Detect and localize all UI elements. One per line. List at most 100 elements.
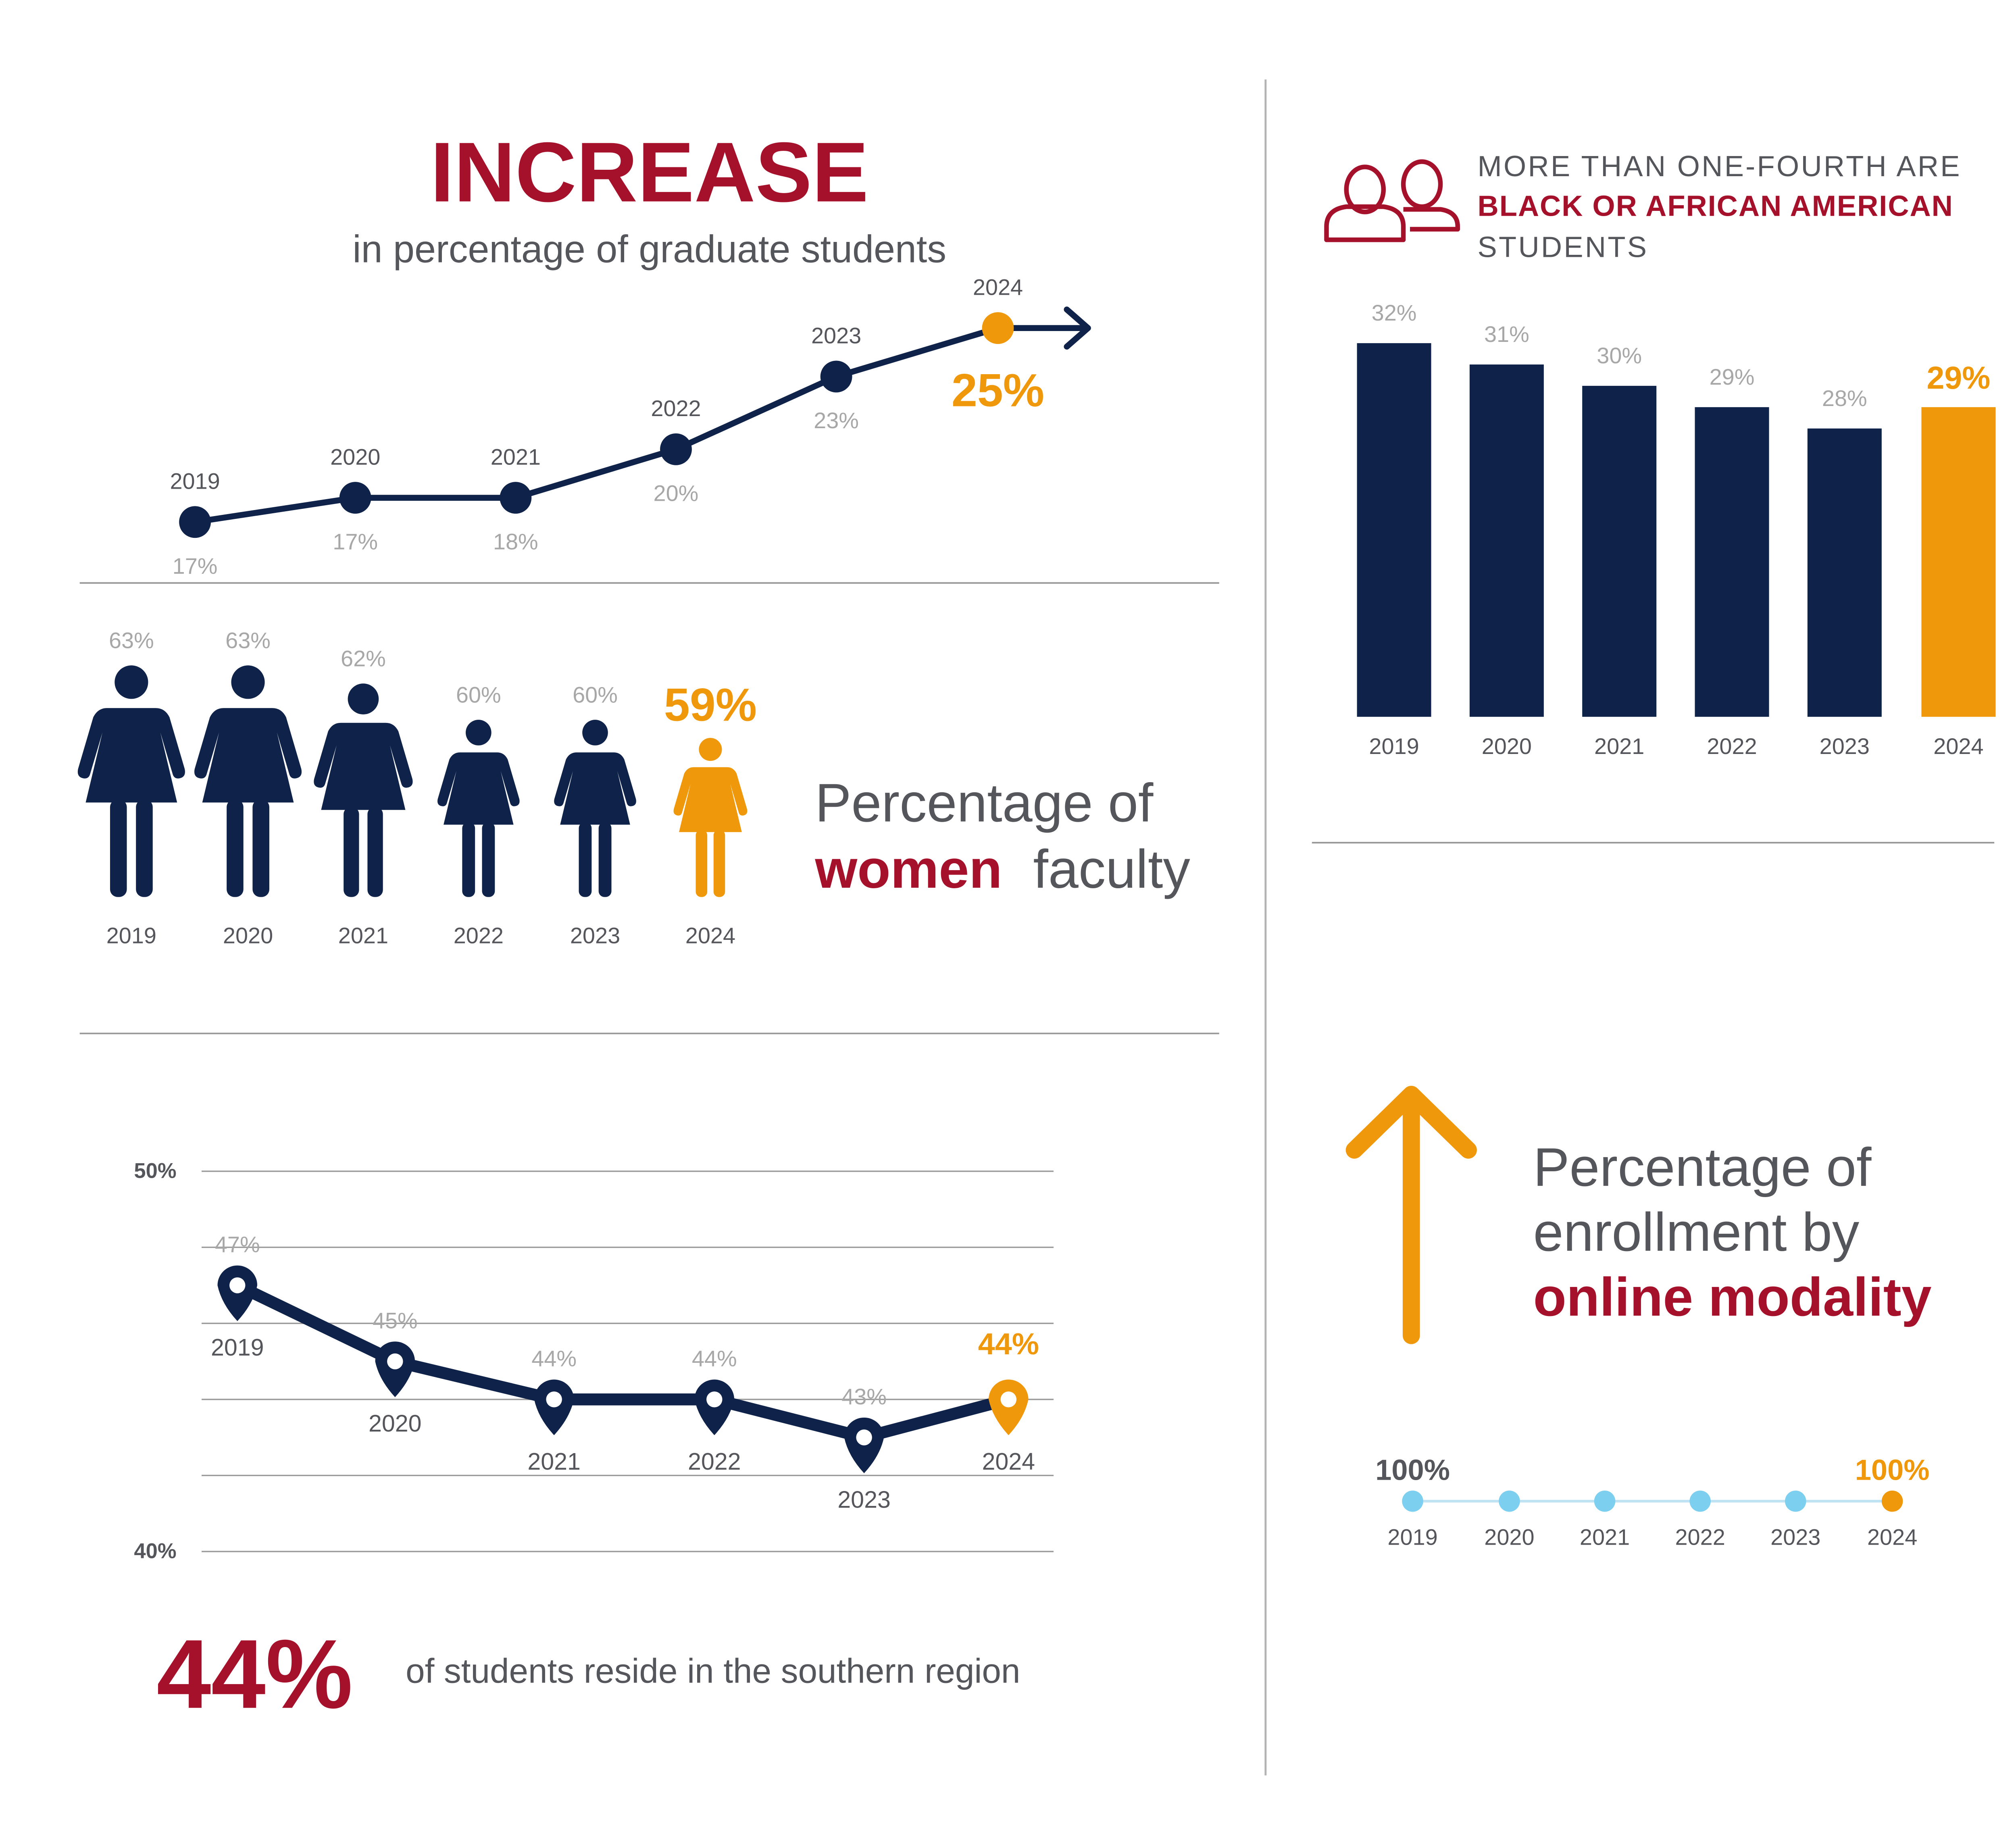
graduate-value-label: 17% xyxy=(333,529,378,554)
woman-leg xyxy=(482,822,495,897)
women-value-label: 62% xyxy=(341,646,386,671)
women-year-label: 2019 xyxy=(106,923,156,948)
map-pin-hole xyxy=(856,1429,872,1445)
women-year-label: 2024 xyxy=(685,923,735,948)
graduate-year-label: 2023 xyxy=(811,323,861,348)
woman-leg xyxy=(367,807,383,897)
graduate-point xyxy=(179,506,211,538)
right-arrow-icon xyxy=(1064,306,1091,350)
woman-leg xyxy=(579,822,592,897)
woman-body xyxy=(437,752,520,825)
map-pin-hole xyxy=(706,1391,723,1408)
black-line1: MORE THAN ONE-FOURTH ARE xyxy=(1478,150,1962,183)
southern-series-line xyxy=(235,1280,1010,1443)
online-year-label: 2021 xyxy=(1580,1524,1630,1550)
black-section: MORE THAN ONE-FOURTH ARE BLACK OR AFRICA… xyxy=(1324,150,1996,759)
graduate-value-label: 17% xyxy=(173,553,218,579)
up-arrow-icon xyxy=(1345,1085,1477,1344)
woman-body xyxy=(673,767,748,832)
black-value-label: 29% xyxy=(1927,360,1991,396)
graduate-headline: INCREASE xyxy=(430,125,868,219)
woman-leg xyxy=(136,799,153,897)
southern-big-value: 44% xyxy=(156,1619,353,1729)
online-line2: enrollment by xyxy=(1533,1202,1860,1262)
online-section: Percentage of enrollment by online modal… xyxy=(1345,1085,1932,1550)
southern-section: 50% 40% 47% 2019 45% 2020 44% 2021 44% 2022 43% 2… xyxy=(134,1159,1054,1729)
black-value-label: 28% xyxy=(1822,385,1867,411)
graduate-value-label: 23% xyxy=(814,408,859,433)
black-bar-chart: 32% 2019 31% 2020 30% 2021 29% 2022 28% 2023 29% 20… xyxy=(1357,300,1996,759)
graduate-subtitle: in percentage of graduate students xyxy=(352,228,946,271)
black-year-label: 2022 xyxy=(1707,733,1757,759)
southern-value-label: 47% xyxy=(215,1232,260,1257)
woman-leg xyxy=(696,830,708,897)
black-line2: BLACK OR AFRICAN AMERICAN xyxy=(1478,190,1954,223)
southern-value-label: 44% xyxy=(531,1346,577,1371)
online-modality-chart: 2019 2020 2021 2022 2023 2024 xyxy=(1387,1490,1917,1550)
women-value-label: 60% xyxy=(456,682,501,707)
graduate-point xyxy=(660,433,692,465)
black-bar xyxy=(1695,407,1769,717)
online-year-label: 2022 xyxy=(1675,1524,1725,1550)
online-point xyxy=(1881,1490,1903,1512)
black-bar xyxy=(1469,364,1544,717)
graduate-year-label: 2024 xyxy=(973,274,1023,300)
graduate-point xyxy=(820,360,852,393)
online-point xyxy=(1499,1490,1520,1512)
y-axis-top-label: 50% xyxy=(134,1159,176,1183)
online-point xyxy=(1785,1490,1806,1512)
online-year-label: 2019 xyxy=(1387,1524,1437,1550)
southern-year-label: 2021 xyxy=(527,1448,581,1475)
woman-leg xyxy=(344,807,359,897)
women-section: 63% 2019 63% 2020 62% 2021 60% 2022 60% 2023 59% 20… xyxy=(77,628,1190,948)
online-point xyxy=(1594,1490,1616,1512)
y-axis-bottom-label: 40% xyxy=(134,1539,176,1563)
woman-leg xyxy=(598,822,612,897)
online-line3: online modality xyxy=(1533,1266,1932,1327)
map-pin-hole xyxy=(229,1277,246,1293)
southern-year-label: 2024 xyxy=(982,1448,1035,1475)
map-pin-hole xyxy=(387,1353,403,1370)
black-bar xyxy=(1357,343,1431,717)
women-label-emph: women xyxy=(815,839,1002,900)
online-year-label: 2020 xyxy=(1484,1524,1534,1550)
black-value-label: 32% xyxy=(1372,300,1417,325)
southern-value-label: 44% xyxy=(978,1327,1039,1361)
women-year-label: 2022 xyxy=(454,923,504,948)
map-pin-hole xyxy=(1000,1391,1016,1408)
two-people-outline-icon xyxy=(1324,159,1460,242)
black-value-label: 29% xyxy=(1710,364,1755,389)
women-label-rest: faculty xyxy=(1033,839,1190,900)
woman-body xyxy=(194,708,302,803)
black-bar xyxy=(1921,407,1996,717)
woman-head xyxy=(582,720,608,746)
southern-caption: of students reside in the southern regio… xyxy=(406,1652,1020,1690)
black-bar xyxy=(1582,385,1657,717)
black-value-label: 31% xyxy=(1484,321,1529,347)
woman-leg xyxy=(252,799,269,897)
woman-figure-icon xyxy=(194,665,302,897)
woman-leg xyxy=(713,830,725,897)
graduate-value-label: 20% xyxy=(654,480,699,506)
southern-value-label: 44% xyxy=(692,1346,737,1371)
black-year-label: 2020 xyxy=(1482,733,1532,759)
graduate-point xyxy=(339,482,371,514)
southern-year-label: 2022 xyxy=(688,1448,741,1475)
woman-figure-icon xyxy=(314,683,413,897)
black-year-label: 2019 xyxy=(1369,733,1419,759)
woman-body xyxy=(554,752,636,825)
graduate-year-label: 2022 xyxy=(651,396,701,421)
graduate-value-label: 18% xyxy=(493,529,538,554)
woman-figure-icon xyxy=(554,720,636,897)
woman-figure-icon xyxy=(673,738,748,897)
woman-head xyxy=(466,720,492,746)
graduate-line-chart: 2019 17% 2020 17% 2021 18% 2022 20% 2023 23% 2024 2… xyxy=(170,274,1091,579)
women-faculty-chart: 63% 2019 63% 2020 62% 2021 60% 2022 60% 2023 59% 20… xyxy=(77,628,757,948)
women-value-label: 59% xyxy=(664,679,757,731)
black-year-label: 2023 xyxy=(1820,733,1870,759)
woman-leg xyxy=(462,822,475,897)
woman-body xyxy=(314,723,413,810)
black-bar xyxy=(1807,428,1882,717)
online-year-label: 2024 xyxy=(1867,1524,1917,1550)
women-value-label: 60% xyxy=(573,682,618,707)
